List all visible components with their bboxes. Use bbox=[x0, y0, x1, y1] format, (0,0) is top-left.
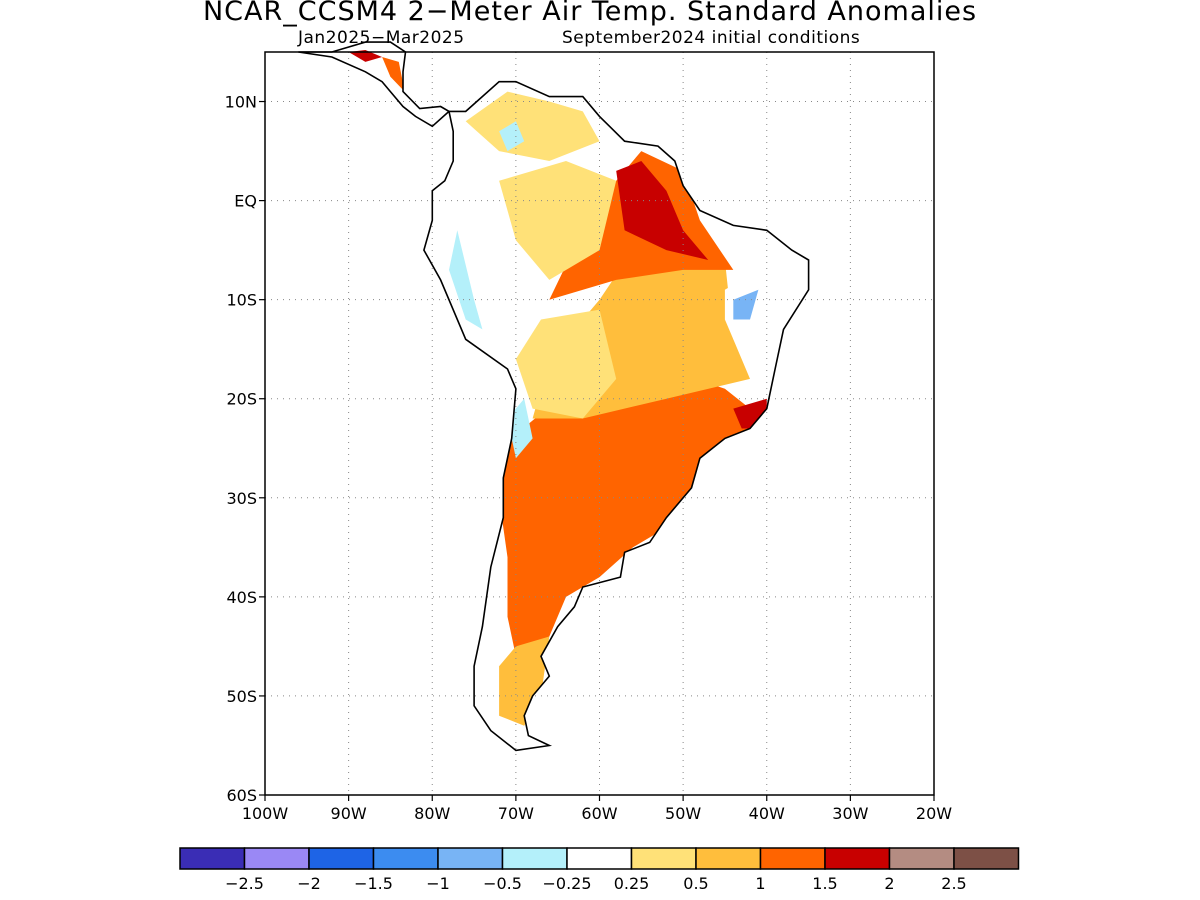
lat-tick-label: 10S bbox=[226, 291, 257, 310]
colorbar-label: −0.5 bbox=[483, 874, 522, 893]
anomaly-region bbox=[449, 230, 483, 330]
colorbar-label: −2 bbox=[297, 874, 321, 893]
lon-tick-label: 70W bbox=[498, 804, 534, 823]
colorbar-swatch bbox=[759, 847, 826, 870]
lat-tick-label: 50S bbox=[226, 687, 257, 706]
colorbar-label: 2 bbox=[884, 874, 894, 893]
lon-tick-label: 20W bbox=[916, 804, 952, 823]
lon-tick-label: 30W bbox=[832, 804, 868, 823]
lon-tick-label: 90W bbox=[331, 804, 367, 823]
coastlines bbox=[298, 41, 810, 752]
colorbar-swatch bbox=[695, 847, 762, 870]
colorbar-swatch bbox=[501, 847, 568, 870]
anomaly-region bbox=[515, 309, 617, 419]
colorbar-label: 0.25 bbox=[614, 874, 650, 893]
anomaly-region bbox=[499, 369, 767, 657]
lat-tick-label: 30S bbox=[226, 489, 257, 508]
colorbar-swatch bbox=[566, 847, 633, 870]
lat-tick-label: 40S bbox=[226, 588, 257, 607]
colorbar-label: −0.25 bbox=[542, 874, 591, 893]
anomaly-shading bbox=[348, 50, 776, 726]
anomaly-region bbox=[616, 161, 709, 260]
colorbar-swatch bbox=[308, 847, 375, 870]
lon-tick-label: 100W bbox=[242, 804, 289, 823]
lon-tick-label: 50W bbox=[665, 804, 701, 823]
colorbar-swatch bbox=[372, 847, 439, 870]
colorbar-label: 1.5 bbox=[812, 874, 837, 893]
colorbar-swatch bbox=[824, 847, 891, 870]
colorbar-swatch bbox=[630, 847, 697, 870]
colorbar-label: −1.5 bbox=[354, 874, 393, 893]
colorbar-label: 2.5 bbox=[941, 874, 966, 893]
colorbar-swatch bbox=[953, 847, 1020, 870]
forecast-period: Jan2025−Mar2025 bbox=[298, 28, 465, 48]
colorbar-label: 1 bbox=[755, 874, 765, 893]
colorbar-label: −2.5 bbox=[225, 874, 264, 893]
colorbar-swatch bbox=[179, 847, 246, 870]
lat-tick-label: EQ bbox=[234, 192, 257, 211]
colorbar-label: −1 bbox=[426, 874, 450, 893]
colorbar-label: 0.5 bbox=[683, 874, 708, 893]
colorbar-swatch bbox=[243, 847, 310, 870]
lat-tick-label: 20S bbox=[226, 390, 257, 409]
lon-tick-label: 60W bbox=[581, 804, 617, 823]
anomaly-region bbox=[499, 121, 525, 152]
anomaly-region bbox=[348, 50, 383, 62]
lat-tick-label: 10N bbox=[225, 93, 257, 112]
south-america-coastline bbox=[423, 80, 810, 752]
central-america-coastline bbox=[298, 41, 451, 128]
anomaly-region bbox=[465, 91, 600, 161]
map-title: NCAR_CCSM4 2−Meter Air Temp. Standard An… bbox=[202, 0, 978, 27]
anomaly-region bbox=[382, 57, 405, 92]
initial-conditions: September2024 initial conditions bbox=[562, 28, 861, 48]
anomaly-region bbox=[733, 289, 759, 320]
lon-tick-label: 40W bbox=[749, 804, 785, 823]
anomaly-region bbox=[499, 161, 617, 280]
lat-tick-label: 60S bbox=[226, 786, 257, 805]
lon-tick-label: 80W bbox=[414, 804, 450, 823]
colorbar-swatch bbox=[888, 847, 955, 870]
colorbar-swatch bbox=[437, 847, 504, 870]
